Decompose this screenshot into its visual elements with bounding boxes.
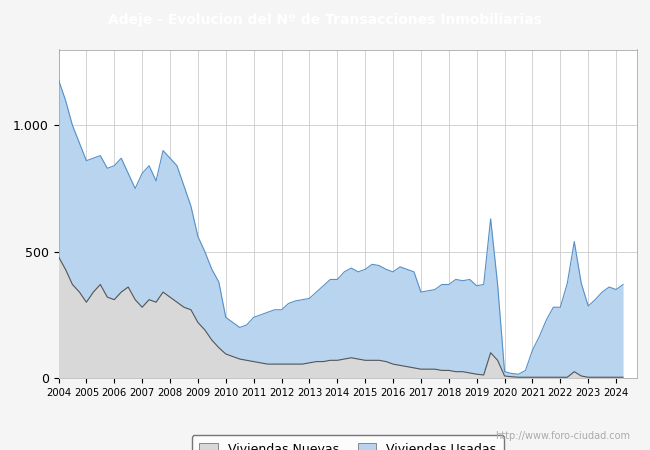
Text: http://www.foro-ciudad.com: http://www.foro-ciudad.com [495,431,630,441]
Text: Adeje - Evolucion del Nº de Transacciones Inmobiliarias: Adeje - Evolucion del Nº de Transaccione… [108,13,542,27]
Legend: Viviendas Nuevas, Viviendas Usadas: Viviendas Nuevas, Viviendas Usadas [192,435,504,450]
